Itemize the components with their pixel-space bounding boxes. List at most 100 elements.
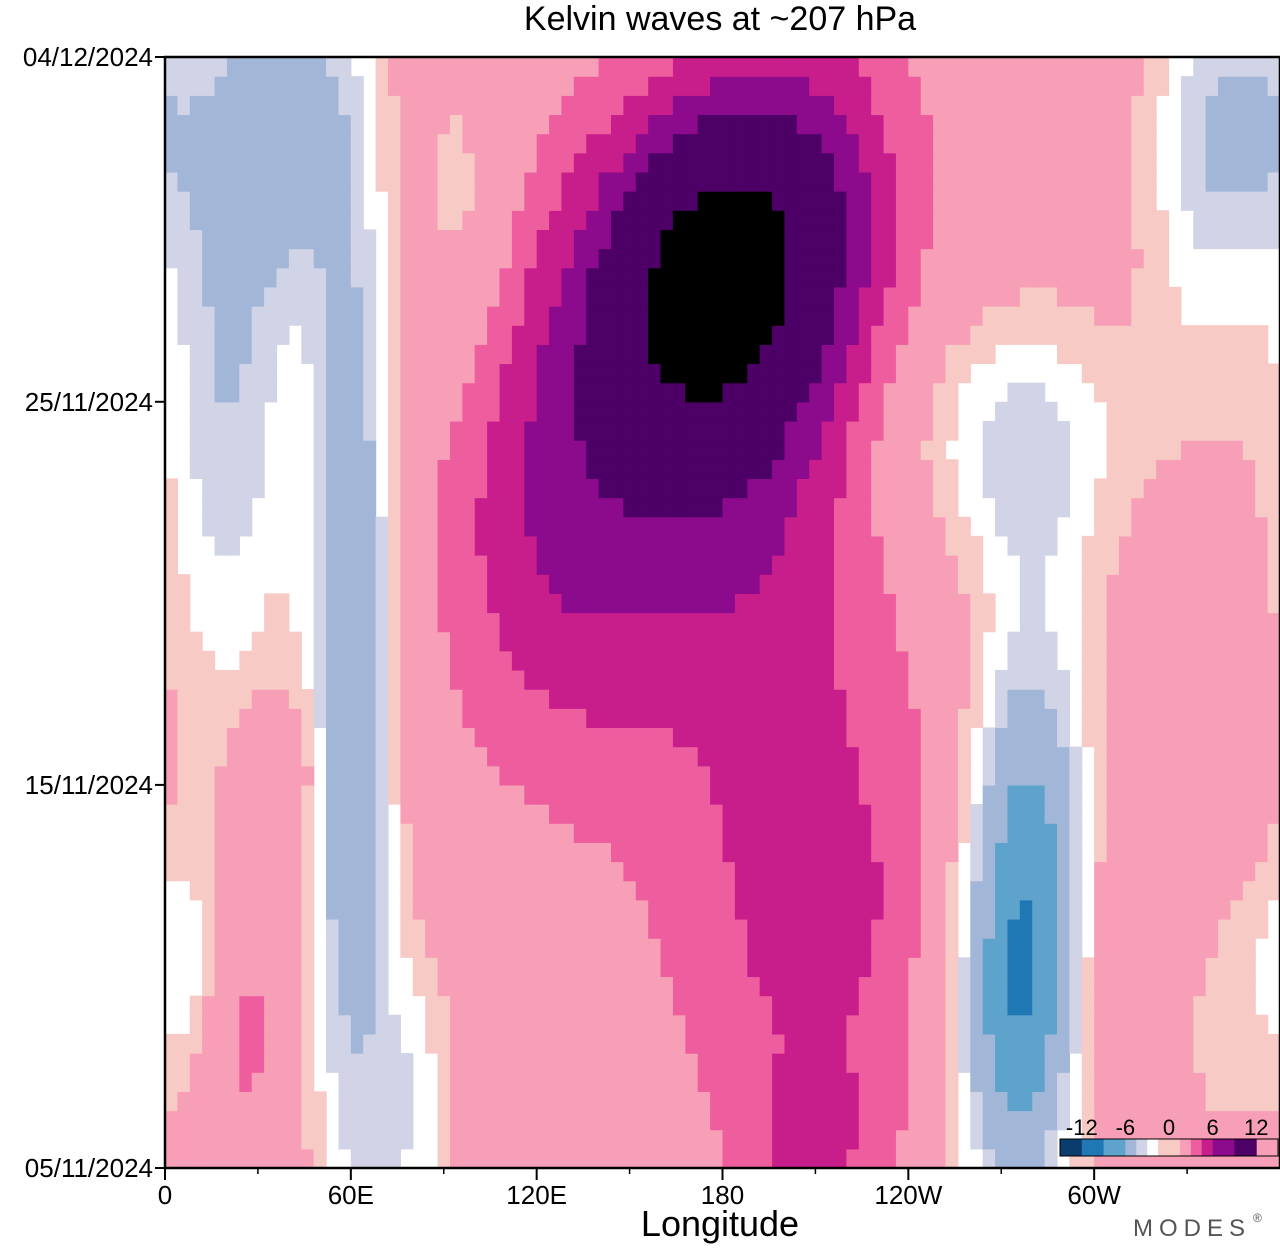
heatmap-cell xyxy=(561,650,575,671)
heatmap-cell xyxy=(326,995,340,1016)
heatmap-cell xyxy=(660,440,674,460)
heatmap-cell xyxy=(945,267,959,288)
heatmap-cell xyxy=(858,555,872,575)
heatmap-cell xyxy=(499,114,513,135)
heatmap-cell xyxy=(437,784,451,805)
heatmap-cell xyxy=(710,689,724,709)
heatmap-cell xyxy=(425,478,439,499)
heatmap-cell xyxy=(561,440,575,460)
heatmap-cell xyxy=(660,133,674,154)
heatmap-cell xyxy=(437,344,451,365)
heatmap-cell xyxy=(1230,689,1244,709)
heatmap-cell xyxy=(995,420,1009,441)
y-tick-label: 25/11/2024 xyxy=(25,387,153,417)
x-tick-label: 0 xyxy=(158,1180,172,1210)
heatmap-cell xyxy=(895,957,909,978)
heatmap-cell xyxy=(1007,210,1021,230)
heatmap-cell xyxy=(524,1014,538,1035)
heatmap-cell xyxy=(660,248,674,269)
heatmap-cell xyxy=(350,842,364,863)
heatmap-cell xyxy=(239,804,253,824)
heatmap-cell xyxy=(685,669,699,690)
heatmap-cell xyxy=(425,804,439,824)
heatmap-cell xyxy=(1156,555,1170,575)
heatmap-cell xyxy=(908,1014,922,1035)
heatmap-cell xyxy=(734,631,748,652)
heatmap-cell xyxy=(511,612,525,633)
heatmap-cell xyxy=(264,363,278,384)
heatmap-cell xyxy=(809,95,823,116)
heatmap-cell xyxy=(499,286,513,307)
heatmap-cell xyxy=(945,325,959,345)
heatmap-cell xyxy=(1069,133,1083,154)
heatmap-cell xyxy=(710,708,724,729)
heatmap-cell xyxy=(561,114,575,135)
heatmap-cell xyxy=(908,1072,922,1092)
heatmap-cell xyxy=(1218,210,1232,230)
heatmap-cell xyxy=(1007,152,1021,173)
heatmap-cell xyxy=(772,152,786,173)
heatmap-cell xyxy=(611,555,624,575)
heatmap-cell xyxy=(1044,76,1058,96)
heatmap-cell xyxy=(338,516,352,537)
heatmap-cell xyxy=(1131,76,1145,96)
heatmap-cell xyxy=(846,555,860,575)
heatmap-cell xyxy=(784,306,798,326)
heatmap-cell xyxy=(177,1091,191,1112)
heatmap-cell xyxy=(734,344,748,365)
heatmap-cell xyxy=(1168,420,1182,441)
heatmap-cell xyxy=(945,918,959,939)
heatmap-cell xyxy=(672,784,686,805)
heatmap-cell xyxy=(1205,669,1219,690)
heatmap-cell xyxy=(685,267,699,288)
heatmap-cell xyxy=(511,746,525,767)
heatmap-cell xyxy=(350,708,364,729)
heatmap-cell xyxy=(1032,899,1046,920)
heatmap-cell xyxy=(326,152,340,173)
heatmap-cell xyxy=(672,516,686,537)
heatmap-cell xyxy=(251,1129,265,1150)
heatmap-cell xyxy=(400,57,414,77)
heatmap-cell xyxy=(326,401,340,422)
heatmap-cell xyxy=(264,650,278,671)
heatmap-cell xyxy=(202,746,216,767)
heatmap-cell xyxy=(177,267,191,288)
heatmap-cell xyxy=(710,229,724,250)
heatmap-cell xyxy=(363,957,377,978)
heatmap-cell xyxy=(561,880,575,901)
heatmap-cell xyxy=(511,899,525,920)
heatmap-cell xyxy=(1168,689,1182,709)
heatmap-cell xyxy=(363,363,377,384)
heatmap-cell xyxy=(982,325,996,345)
heatmap-cell xyxy=(1205,210,1219,230)
heatmap-cell xyxy=(1019,669,1033,690)
heatmap-cell xyxy=(598,516,612,537)
heatmap-cell xyxy=(834,478,847,499)
heatmap-cell xyxy=(995,497,1009,518)
heatmap-cell xyxy=(239,459,253,480)
heatmap-cell xyxy=(437,976,451,997)
heatmap-cell xyxy=(573,842,587,863)
heatmap-cell xyxy=(1193,210,1207,230)
heatmap-cell xyxy=(226,420,240,441)
heatmap-cell xyxy=(1118,823,1132,843)
heatmap-cell xyxy=(536,516,550,537)
heatmap-cell xyxy=(437,1148,451,1169)
heatmap-cell xyxy=(1230,152,1244,173)
heatmap-cell xyxy=(970,191,984,211)
heatmap-cell xyxy=(1118,804,1132,824)
heatmap-cell xyxy=(1019,516,1033,537)
heatmap-cell xyxy=(660,976,674,997)
heatmap-cell xyxy=(685,363,699,384)
heatmap-cell xyxy=(945,995,959,1016)
heatmap-cell xyxy=(1106,535,1120,556)
heatmap-cell xyxy=(1255,95,1269,116)
heatmap-cell xyxy=(970,1110,984,1131)
heatmap-cell xyxy=(945,248,959,269)
heatmap-cell xyxy=(895,171,909,192)
heatmap-cell xyxy=(524,1072,538,1092)
heatmap-cell xyxy=(648,708,662,729)
heatmap-cell xyxy=(809,593,823,614)
heatmap-cell xyxy=(400,765,414,786)
heatmap-cell xyxy=(982,114,996,135)
